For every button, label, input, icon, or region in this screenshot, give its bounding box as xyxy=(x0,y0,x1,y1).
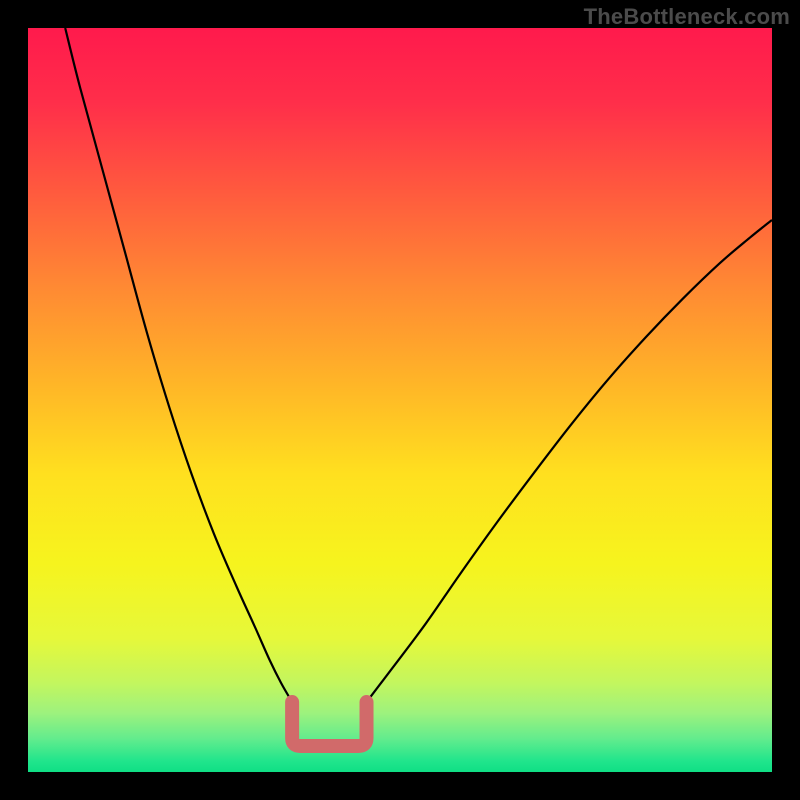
bottleneck-chart xyxy=(0,0,800,800)
frame xyxy=(772,0,800,800)
chart-container: TheBottleneck.com xyxy=(0,0,800,800)
gradient-background xyxy=(28,28,772,772)
frame xyxy=(0,772,800,800)
watermark-text: TheBottleneck.com xyxy=(584,4,790,30)
frame xyxy=(0,0,28,800)
